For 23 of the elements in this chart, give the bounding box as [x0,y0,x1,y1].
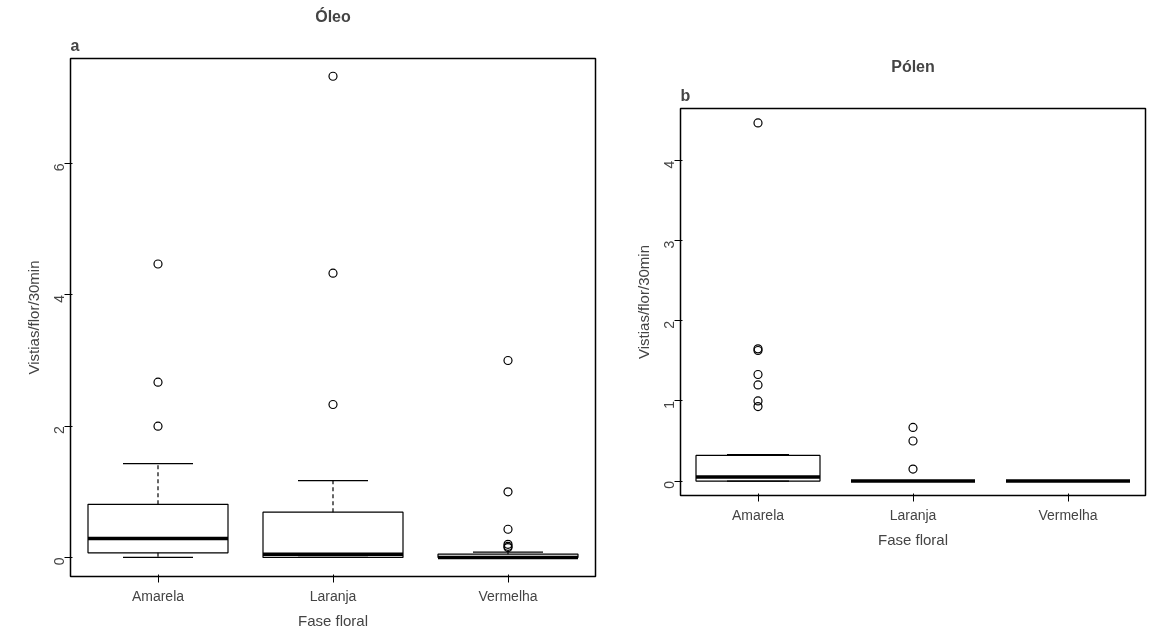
y-tick-label: 0 [51,557,68,566]
y-tick-label: 1 [661,400,678,409]
y-tick-label: 0 [661,480,678,489]
x-tick-label: Amarela [131,587,185,604]
y-tick-label: 4 [51,294,68,303]
text: b [680,86,691,104]
x-tick-label: Amarela [731,506,785,523]
y-tick-label: 3 [661,240,678,249]
y-axis-title: Vistias/flor/30min [24,260,42,375]
y-tick-label: 6 [51,163,68,172]
y-axis-title: Vistias/flor/30min [634,245,652,359]
x-tick-label: Laranja [309,587,357,604]
chart-title: Óleo [315,6,352,25]
x-axis-title: Fase floral [877,530,949,548]
chart-title: Pólen [891,57,935,75]
x-tick-label: Vermelha [1038,506,1098,523]
x-axis-title: Fase floral [297,611,369,629]
x-tick-label: Laranja [889,506,937,523]
text: a [70,36,80,54]
x-tick-label: Vermelha [478,587,538,604]
y-tick-label: 2 [51,425,68,434]
y-tick-label: 4 [661,160,678,169]
y-tick-label: 2 [661,320,678,329]
